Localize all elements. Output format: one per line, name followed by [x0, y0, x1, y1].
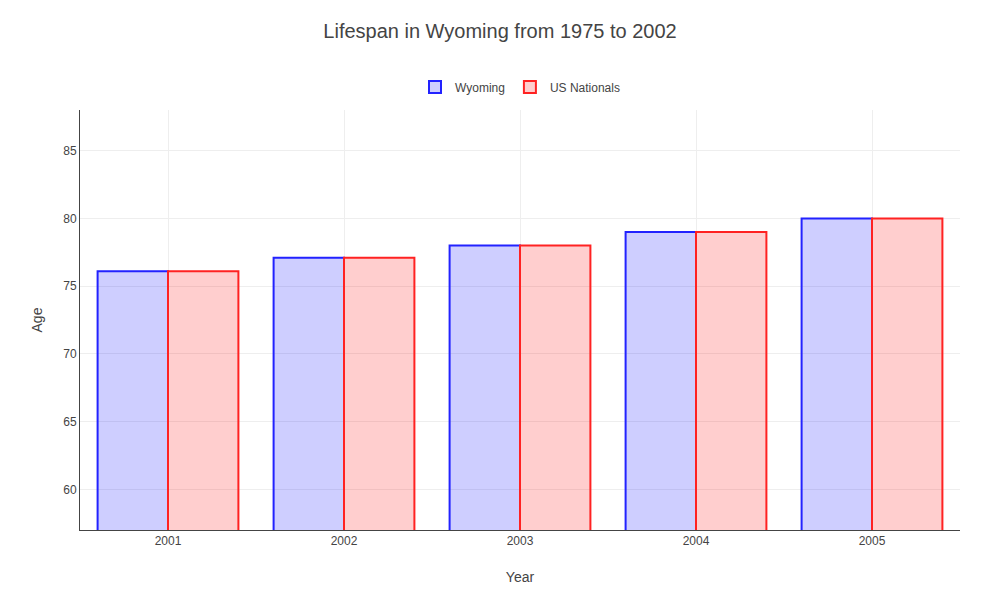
svg-text:80: 80	[63, 212, 77, 226]
svg-text:2001: 2001	[155, 534, 182, 548]
svg-text:2003: 2003	[507, 534, 534, 548]
svg-text:75: 75	[63, 279, 77, 293]
svg-text:85: 85	[63, 144, 77, 158]
svg-text:US Nationals: US Nationals	[550, 81, 620, 95]
svg-text:70: 70	[63, 347, 77, 361]
svg-text:65: 65	[63, 415, 77, 429]
svg-text:Lifespan in Wyoming from 1975: Lifespan in Wyoming from 1975 to 2002	[323, 20, 676, 42]
svg-text:Year: Year	[506, 569, 535, 585]
svg-text:Wyoming: Wyoming	[455, 81, 505, 95]
svg-text:2002: 2002	[331, 534, 358, 548]
svg-text:2004: 2004	[683, 534, 710, 548]
svg-text:2005: 2005	[859, 534, 886, 548]
svg-text:Age: Age	[29, 307, 45, 332]
svg-text:60: 60	[63, 483, 77, 497]
